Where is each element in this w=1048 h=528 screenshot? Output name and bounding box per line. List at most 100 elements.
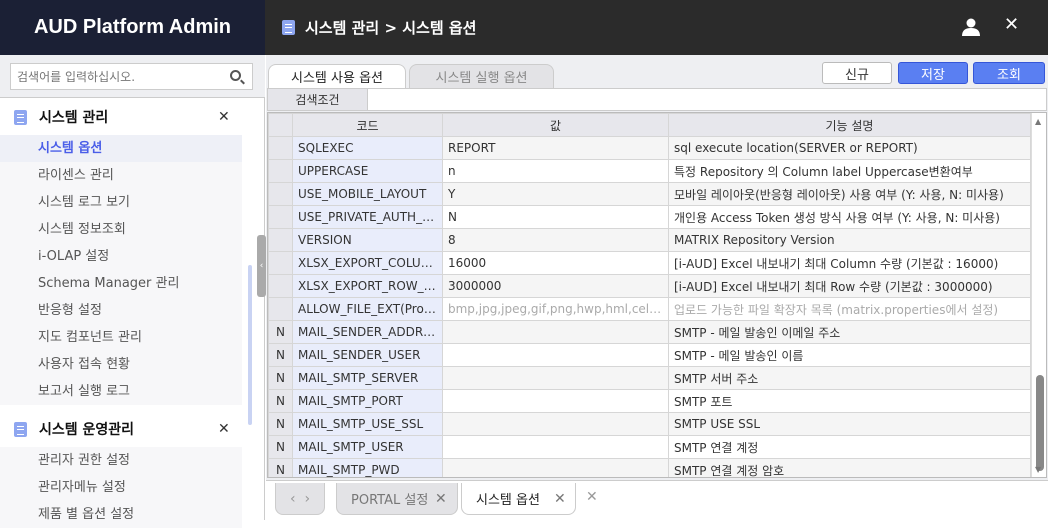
search-icon[interactable] [230, 70, 241, 81]
table-row[interactable]: N MAIL_SMTP_PORT SMTP 포트 [268, 389, 1031, 413]
description-cell[interactable]: SMTP 연결 계정 [668, 435, 1031, 459]
search-input[interactable] [10, 63, 253, 90]
table-row[interactable]: ALLOW_FILE_EXT(Propert...bmp,jpg,jpeg,gi… [268, 297, 1031, 321]
code-cell[interactable]: XLSX_EXPORT_ROW_LIMIT [292, 274, 443, 298]
code-cell[interactable]: VERSION [292, 228, 443, 252]
description-cell[interactable]: 특정 Repository 의 Column label Uppercase변환… [668, 159, 1031, 183]
value-cell[interactable] [442, 320, 669, 344]
code-cell[interactable]: SQLEXEC [292, 136, 443, 160]
sidebar-item[interactable]: 사용자 접속 현황 [0, 351, 242, 378]
close-icon[interactable]: ✕ [554, 490, 566, 507]
sidebar-scrollbar[interactable] [248, 265, 252, 425]
close-all-tabs-icon[interactable]: ✕ [586, 489, 598, 505]
table-row[interactable]: SQLEXEC REPORT sql execute location(SERVER… [268, 136, 1031, 160]
new-button[interactable]: 신규 [822, 62, 892, 84]
close-icon[interactable]: ✕ [435, 490, 447, 507]
value-cell[interactable]: 3000000 [442, 274, 669, 298]
description-cell[interactable]: SMTP 연결 계정 암호 [668, 458, 1031, 477]
code-cell[interactable]: MAIL_SMTP_SERVER [292, 366, 443, 390]
description-cell[interactable]: 모바일 레이아웃(반응형 레이아웃) 사용 여부 (Y: 사용, N: 미사용) [668, 182, 1031, 206]
table-row[interactable]: USE_PRIVATE_AUTH_KEY N 개인용 Access Token 생성… [268, 205, 1031, 229]
code-cell[interactable]: MAIL_SENDER_USER [292, 343, 443, 367]
value-cell[interactable]: N [442, 205, 669, 229]
sidebar-item[interactable]: Schema Manager 관리 [0, 270, 242, 297]
table-row[interactable]: N MAIL_SENDER_ADDRES... SMTP - 메일 발송인 이메일 … [268, 320, 1031, 344]
search-button[interactable]: 조회 [973, 62, 1045, 84]
description-cell[interactable]: SMTP 포트 [668, 389, 1031, 413]
collapse-group-icon[interactable]: ✕ [218, 421, 230, 437]
bottom-tab-portal[interactable]: PORTAL 설정 ✕ [336, 483, 458, 515]
sidebar-item[interactable]: i-OLAP 설정 [0, 243, 242, 270]
bottom-tab-system-options[interactable]: 시스템 옵션 ✕ [461, 483, 576, 515]
tab-system-execution-options[interactable]: 시스템 실행 옵션 [409, 64, 554, 88]
code-cell[interactable]: USE_MOBILE_LAYOUT [292, 182, 443, 206]
value-cell[interactable]: n [442, 159, 669, 183]
table-row[interactable]: N MAIL_SMTP_PWD SMTP 연결 계정 암호 [268, 458, 1031, 477]
code-cell[interactable]: XLSX_EXPORT_COLUMN... [292, 251, 443, 275]
code-cell[interactable]: UPPERCASE [292, 159, 443, 183]
code-cell[interactable]: MAIL_SMTP_PWD [292, 458, 443, 477]
description-cell[interactable]: 개인용 Access Token 생성 방식 사용 여부 (Y: 사용, N: … [668, 205, 1031, 229]
column-header[interactable]: 값 [442, 113, 669, 137]
description-cell[interactable]: 업로드 가능한 파일 확장자 목록 (matrix.properties에서 설… [668, 297, 1031, 321]
table-row[interactable]: N MAIL_SMTP_USE_SSL SMTP USE SSL [268, 412, 1031, 436]
sidebar-group[interactable]: 시스템 운영관리 ✕ [0, 411, 242, 447]
table-row[interactable]: XLSX_EXPORT_COLUMN... 16000 [i-AUD] Excel … [268, 251, 1031, 275]
table-row[interactable]: N MAIL_SENDER_USER SMTP - 메일 발송인 이름 [268, 343, 1031, 367]
sidebar-item[interactable]: 반응형 설정 [0, 297, 242, 324]
value-cell[interactable] [442, 435, 669, 459]
value-cell[interactable]: Y [442, 182, 669, 206]
table-row[interactable]: N MAIL_SMTP_SERVER SMTP 서버 주소 [268, 366, 1031, 390]
sidebar-item[interactable]: 제품 별 옵션 설정 [0, 501, 242, 528]
table-row[interactable]: N MAIL_SMTP_USER SMTP 연결 계정 [268, 435, 1031, 459]
collapse-sidebar-handle[interactable]: ‹ [257, 235, 266, 297]
value-cell[interactable] [442, 366, 669, 390]
value-cell[interactable]: 8 [442, 228, 669, 252]
description-cell[interactable]: sql execute location(SERVER or REPORT) [668, 136, 1031, 160]
description-cell[interactable]: SMTP - 메일 발송인 이름 [668, 343, 1031, 367]
value-cell[interactable]: REPORT [442, 136, 669, 160]
code-cell[interactable]: ALLOW_FILE_EXT(Propert... [292, 297, 443, 321]
value-cell[interactable]: 16000 [442, 251, 669, 275]
sidebar-item[interactable]: 시스템 로그 보기 [0, 189, 242, 216]
sidebar-item[interactable]: 시스템 정보조회 [0, 216, 242, 243]
description-cell[interactable]: MATRIX Repository Version [668, 228, 1031, 252]
scroll-down-icon[interactable]: ▼ [1035, 465, 1042, 474]
value-cell[interactable] [442, 343, 669, 367]
scrollbar-thumb[interactable] [1036, 375, 1044, 471]
description-cell[interactable]: [i-AUD] Excel 내보내기 최대 Row 수량 (기본값 : 3000… [668, 274, 1031, 298]
table-row[interactable]: VERSION 8 MATRIX Repository Version [268, 228, 1031, 252]
grid-scrollbar[interactable]: ▲ ▼ [1031, 113, 1046, 477]
sidebar-item[interactable]: 보고서 실행 로그 [0, 378, 242, 405]
code-cell[interactable]: MAIL_SENDER_ADDRES... [292, 320, 443, 344]
code-cell[interactable]: USE_PRIVATE_AUTH_KEY [292, 205, 443, 229]
sidebar-item[interactable]: 관리자 권한 설정 [0, 447, 242, 474]
description-cell[interactable]: SMTP 서버 주소 [668, 366, 1031, 390]
close-icon[interactable]: ✕ [1004, 14, 1020, 35]
sidebar-item[interactable]: 지도 컴포넌트 관리 [0, 324, 242, 351]
value-cell[interactable] [442, 412, 669, 436]
scroll-up-icon[interactable]: ▲ [1035, 117, 1042, 126]
sidebar-item[interactable]: 관리자메뉴 설정 [0, 474, 242, 501]
value-cell[interactable] [442, 458, 669, 477]
tab-system-usage-options[interactable]: 시스템 사용 옵션 [268, 64, 406, 88]
code-cell[interactable]: MAIL_SMTP_USER [292, 435, 443, 459]
user-icon[interactable] [962, 18, 980, 36]
description-cell[interactable]: SMTP - 메일 발송인 이메일 주소 [668, 320, 1031, 344]
sidebar-item[interactable]: 시스템 옵션 [0, 135, 242, 162]
value-cell[interactable] [442, 389, 669, 413]
table-row[interactable]: USE_MOBILE_LAYOUT Y 모바일 레이아웃(반응형 레이아웃) 사용 … [268, 182, 1031, 206]
description-cell[interactable]: [i-AUD] Excel 내보내기 최대 Column 수량 (기본값 : 1… [668, 251, 1031, 275]
chevron-right-icon[interactable]: › [304, 490, 311, 507]
description-cell[interactable]: SMTP USE SSL [668, 412, 1031, 436]
code-cell[interactable]: MAIL_SMTP_USE_SSL [292, 412, 443, 436]
table-row[interactable]: XLSX_EXPORT_ROW_LIMIT 3000000 [i-AUD] Exce… [268, 274, 1031, 298]
sidebar-item[interactable]: 라이센스 관리 [0, 162, 242, 189]
code-cell[interactable]: MAIL_SMTP_PORT [292, 389, 443, 413]
chevron-left-icon[interactable]: ‹ [289, 490, 296, 507]
table-row[interactable]: UPPERCASE n 특정 Repository 의 Column label U… [268, 159, 1031, 183]
sidebar-group[interactable]: 시스템 관리 ✕ [0, 99, 242, 135]
tab-nav-arrows[interactable]: ‹ › [275, 483, 325, 515]
column-header[interactable]: 기능 설명 [668, 113, 1031, 137]
column-header[interactable]: 코드 [292, 113, 443, 137]
